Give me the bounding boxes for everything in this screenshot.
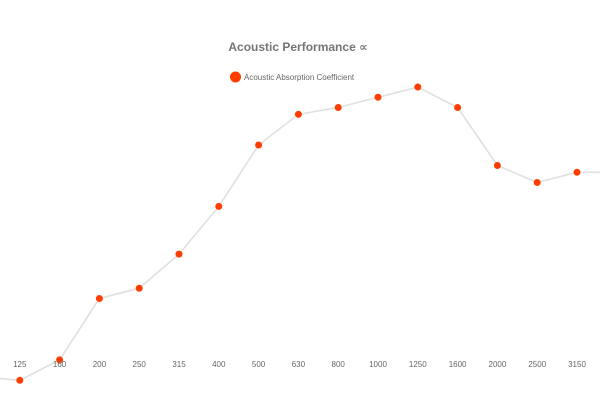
x-tick-label: 630 (292, 360, 306, 369)
x-tick-label: 1250 (409, 360, 427, 369)
x-tick-label: 200 (93, 360, 107, 369)
data-point[interactable] (374, 93, 382, 101)
x-tick-label: 125 (13, 360, 27, 369)
x-tick-label: 500 (252, 360, 266, 369)
data-point[interactable] (255, 141, 263, 149)
data-point[interactable] (95, 294, 103, 302)
data-point[interactable] (493, 161, 501, 169)
x-tick-label: 1000 (369, 360, 387, 369)
data-point[interactable] (294, 110, 302, 118)
data-point[interactable] (573, 168, 581, 176)
series-line-group (0, 86, 600, 382)
data-point[interactable] (175, 250, 183, 258)
chart-title: Acoustic Performance ∝ (228, 40, 367, 54)
x-tick-label: 400 (212, 360, 226, 369)
data-point[interactable] (414, 83, 422, 91)
series-line (0, 86, 600, 382)
data-point[interactable] (454, 104, 462, 112)
x-axis-tick-labels: 125 160 200 250 315 400 500 630 800 1000 1250 1600 2… (13, 360, 586, 369)
data-point[interactable] (135, 284, 143, 292)
x-tick-label: 160 (53, 360, 67, 369)
x-tick-label: 2500 (528, 360, 546, 369)
legend[interactable]: Acoustic Absorption Coefficient (230, 71, 355, 83)
data-point[interactable] (334, 104, 342, 112)
x-tick-label: 1600 (449, 360, 467, 369)
data-point[interactable] (56, 356, 64, 364)
x-tick-label: 315 (172, 360, 186, 369)
legend-marker (230, 71, 241, 83)
x-tick-label: 3150 (568, 360, 586, 369)
legend-label: Acoustic Absorption Coefficient (244, 73, 355, 82)
x-tick-label: 800 (332, 360, 346, 369)
data-point[interactable] (16, 376, 24, 384)
data-point[interactable] (533, 179, 541, 187)
data-point[interactable] (215, 202, 223, 210)
data-points (16, 83, 581, 384)
x-tick-label: 250 (133, 360, 147, 369)
x-tick-label: 2000 (489, 360, 507, 369)
